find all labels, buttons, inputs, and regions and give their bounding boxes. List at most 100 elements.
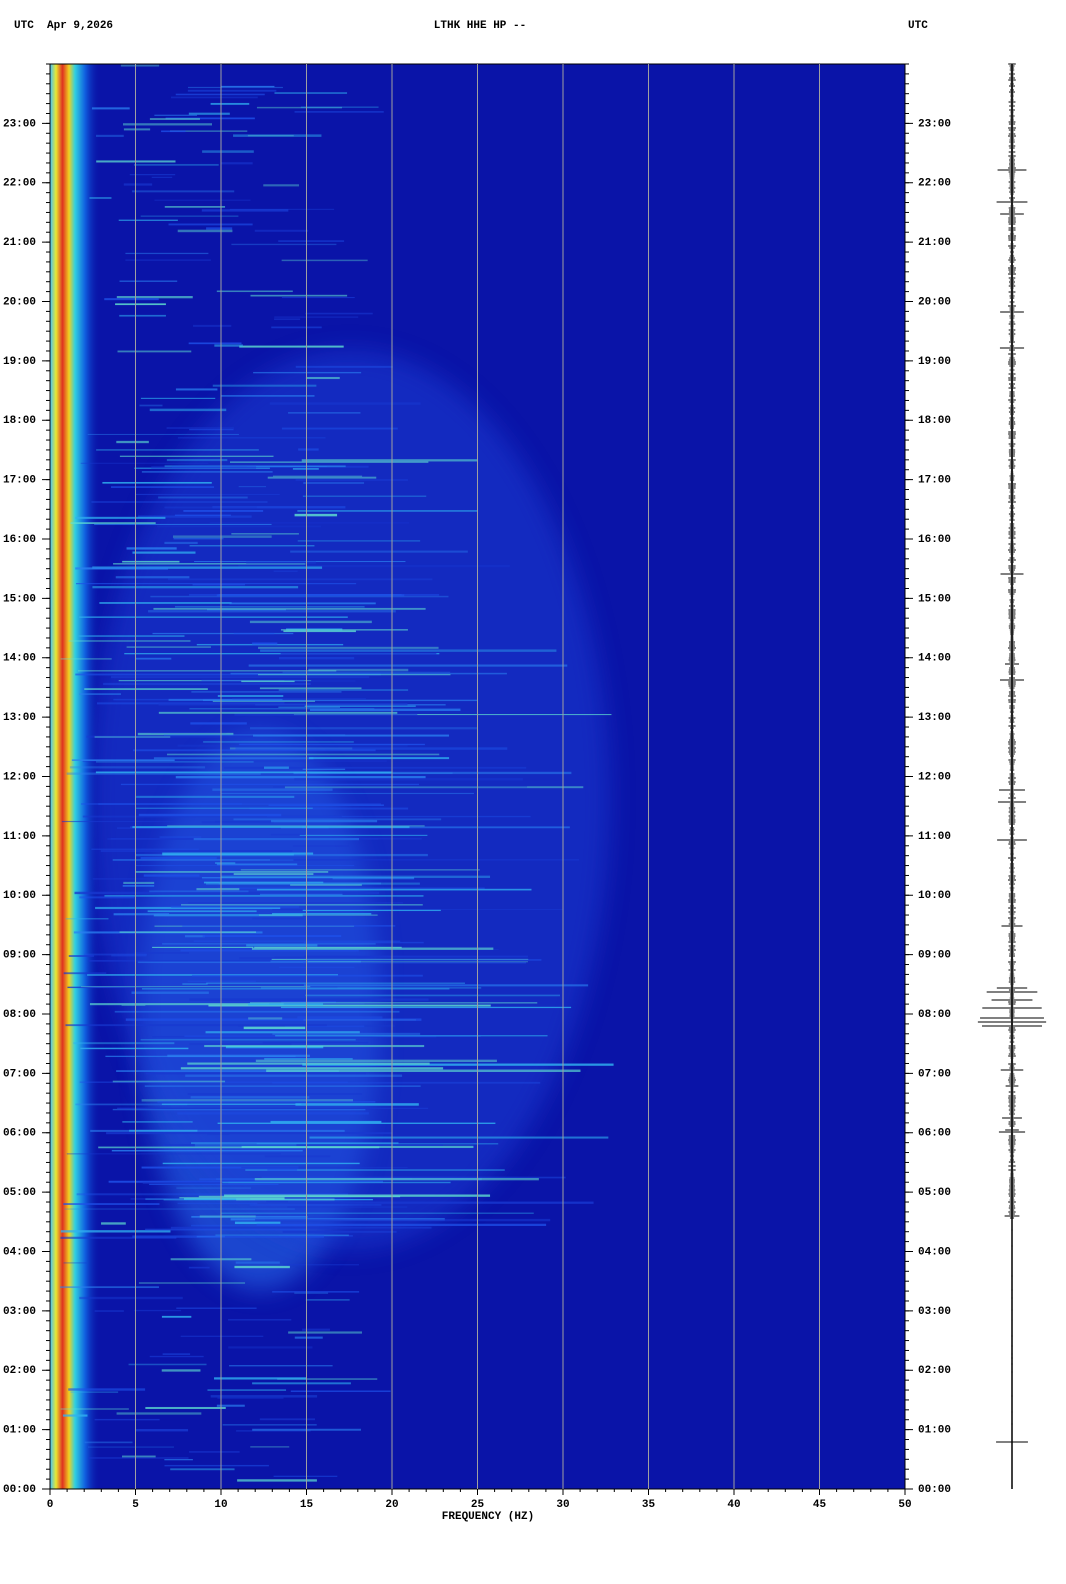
spectral-streak [271,958,529,960]
spectral-streak [190,722,247,725]
spectral-streak [307,961,528,963]
spectral-streak [60,1236,177,1239]
spectral-streak [173,537,224,540]
spectral-streak [165,117,255,120]
spectral-streak [210,1395,318,1398]
spectral-streak [96,449,259,451]
spectral-streak [274,318,301,320]
spectral-streak [140,215,239,217]
spectral-streak [153,914,303,917]
spectral-streak [86,735,256,738]
spectral-streak [228,1318,292,1321]
spectral-streak [141,1099,354,1102]
spectral-streak [191,974,423,977]
header-left: UTC Apr 9,2026 [14,20,113,32]
spectral-streak [280,1006,572,1009]
spectral-streak [245,1169,505,1171]
spectral-streak [182,983,208,985]
spectral-streak [80,803,242,805]
spectral-streak [149,1183,279,1185]
spectral-streak [63,972,107,975]
spectral-streak [216,290,293,293]
spectral-streak [154,199,251,202]
spectral-streak [170,1226,432,1229]
spectral-streak [259,687,362,690]
spectral-streak [152,946,254,948]
spectral-streak [191,1215,308,1218]
spectral-streak [76,1193,349,1196]
spectral-streak [115,303,166,306]
spectral-streak [79,1081,348,1084]
spectral-streak [235,1261,280,1264]
spectral-streak [293,771,572,775]
spectral-streak [187,86,283,89]
spectral-streak [274,316,359,319]
spectral-streak [70,522,156,525]
spectral-streak [239,743,425,746]
spectral-streak [224,1194,491,1197]
y-tick-label: 03:00 [3,1306,36,1318]
spectral-streak [129,174,176,176]
spectral-streak [177,1112,369,1115]
spectral-streak [266,1200,288,1203]
spectral-streak [188,342,242,345]
spectral-streak [187,1062,430,1065]
spectral-streak [205,1031,360,1034]
spectral-streak [92,586,299,589]
spectral-streak [137,960,361,964]
spectral-streak [135,865,355,867]
spectral-streak [199,1215,256,1218]
spectral-streak [263,766,289,769]
spectral-streak [161,1103,302,1105]
spectral-streak [176,1187,251,1189]
spectral-streak [294,513,338,517]
y-tick-label-right: 12:00 [918,771,951,783]
spectral-streak [239,345,344,348]
spectral-streak [273,570,298,572]
spectral-streak [187,89,277,92]
spectral-streak [305,376,340,380]
spectral-streak [133,163,219,166]
y-tick-label: 12:00 [3,771,36,783]
spectral-streak [292,845,349,847]
spectral-streak [308,668,409,672]
spectral-streak [119,931,257,933]
spectral-streak [283,1264,360,1266]
spectral-streak [249,807,409,810]
x-tick-label: 40 [727,1499,740,1511]
spectral-streak [272,1081,541,1084]
spectral-streak [252,642,278,645]
spectral-streak [175,388,218,391]
spectral-streak [272,1032,421,1035]
y-tick-label: 20:00 [3,296,36,308]
spectral-streak [95,134,124,137]
spectral-streak [264,1058,353,1060]
spectral-streak [212,788,333,791]
spectral-streak [297,510,478,512]
spectral-streak [171,905,299,908]
x-tick-label: 50 [898,1499,911,1511]
spectral-streak [159,836,202,839]
y-tick-label-right: 08:00 [918,1009,951,1021]
y-tick-label: 22:00 [3,178,36,190]
spectral-streak [206,227,233,230]
spectral-streak [117,1107,429,1110]
spectral-streak [129,1129,198,1132]
spectral-streak [189,998,429,1001]
spectral-streak [201,209,289,212]
spectral-streak [131,991,209,994]
spectral-streak [210,102,250,105]
spectral-streak [246,561,316,564]
spectral-streak [252,917,304,920]
spectral-streak [215,862,236,864]
spectral-streak [166,458,228,462]
spectral-streak [168,698,283,701]
spectral-streak [119,455,274,457]
spectral-streak [191,1142,399,1145]
spectral-streak [302,826,570,829]
activity-patch [90,350,610,1250]
y-tick-label-right: 15:00 [918,593,951,605]
spectral-streak [250,1446,290,1448]
spectral-streak [120,783,420,786]
y-tick-label: 00:00 [3,1484,36,1496]
